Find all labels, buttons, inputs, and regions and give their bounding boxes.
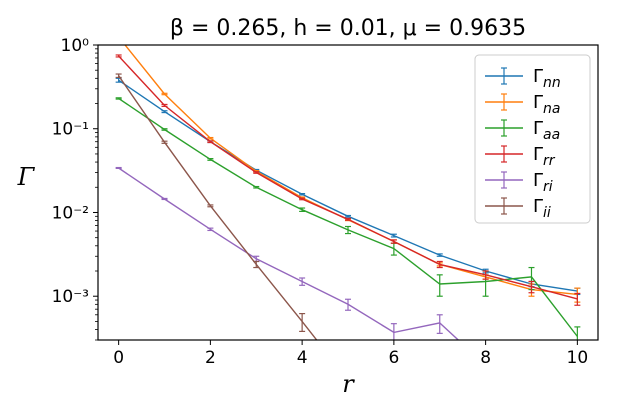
- y-tick-label: 10⁻³: [52, 287, 89, 307]
- plot-area: [115, 45, 581, 340]
- legend-label: Γna: [533, 92, 560, 117]
- legend-label: Γrr: [533, 144, 556, 169]
- plot-frame: [97, 44, 599, 341]
- legend-entry: Γnn: [485, 66, 561, 91]
- legend-entry: Γrr: [485, 144, 556, 169]
- x-axis: 0 2 4 6 8 10: [113, 340, 588, 368]
- legend-entry: Γri: [485, 170, 553, 195]
- x-tick-label: 10: [567, 348, 589, 368]
- x-tick-label: 8: [480, 348, 491, 368]
- x-tick-label: 6: [388, 348, 399, 368]
- series-line: [118, 97, 578, 337]
- series-3: [115, 54, 581, 306]
- series-4: [115, 166, 460, 340]
- x-tick-label: 2: [205, 348, 216, 368]
- legend-entry: Γna: [485, 92, 560, 117]
- series-line: [118, 79, 578, 292]
- series-5: [115, 73, 318, 340]
- legend-entry: Γaa: [485, 118, 560, 143]
- x-tick-label: 0: [113, 348, 124, 368]
- series-line: [118, 55, 578, 300]
- legend-label: Γii: [533, 196, 551, 221]
- legend-label: Γri: [533, 170, 553, 195]
- legend-label: Γnn: [533, 66, 561, 91]
- legend-label: Γaa: [533, 118, 560, 143]
- y-tick-label: 10⁻¹: [52, 120, 89, 140]
- y-tick-label: 10⁰: [61, 36, 90, 56]
- chart-title: β = 0.265, h = 0.01, μ = 0.9635: [170, 16, 526, 41]
- y-tick-label: 10⁻²: [52, 203, 89, 223]
- legend-entry: Γii: [485, 196, 551, 221]
- y-axis-label: Γ: [17, 163, 36, 191]
- series-line: [118, 75, 318, 340]
- x-axis-label: r: [342, 370, 355, 398]
- series-line: [118, 167, 460, 340]
- y-axis: 10⁻³ 10⁻² 10⁻¹ 10⁰: [52, 36, 98, 341]
- x-tick-label: 4: [297, 348, 308, 368]
